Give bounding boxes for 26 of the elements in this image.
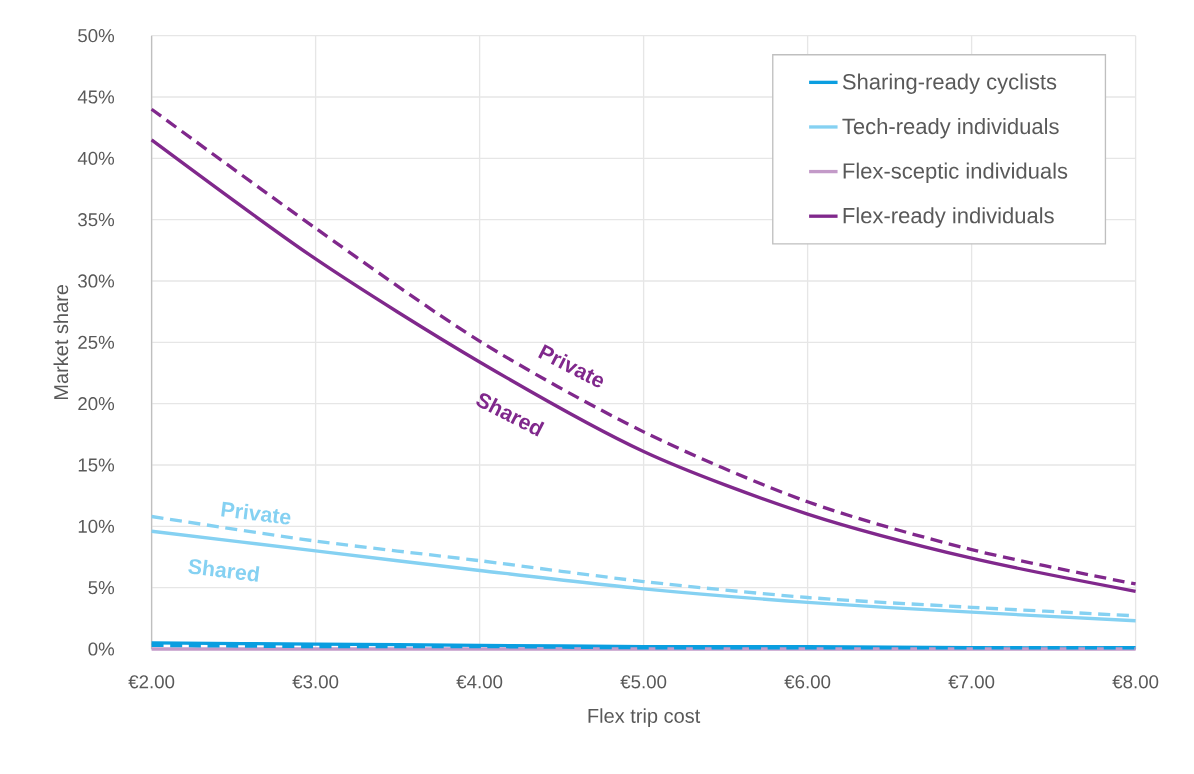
y-tick-label: 15%: [78, 458, 115, 472]
x-tick-label: €7.00: [948, 675, 995, 689]
y-tick-label: 25%: [78, 335, 115, 349]
y-tick-label: 10%: [78, 519, 115, 533]
x-tick-label: €5.00: [620, 675, 667, 689]
legend-label: Tech-ready individuals: [842, 118, 1059, 139]
y-tick-label: 0%: [88, 642, 115, 656]
y-tick-label: 35%: [78, 213, 115, 227]
y-tick-label: 50%: [78, 29, 115, 43]
x-tick-label: €8.00: [1112, 675, 1159, 689]
legend-label: Flex-ready individuals: [843, 207, 1054, 228]
x-tick-label: €6.00: [784, 675, 831, 689]
y-tick-label: 30%: [78, 274, 115, 288]
y-tick-label: 20%: [78, 397, 115, 411]
y-axis-title: Market share: [53, 284, 69, 400]
annotation: Private: [221, 501, 291, 525]
y-tick-label: 45%: [77, 90, 115, 104]
legend-label: Flex-sceptic individuals: [843, 162, 1068, 184]
legend-label: Sharing-ready cyclists: [842, 73, 1057, 94]
x-axis-title: Flex trip cost: [588, 708, 701, 727]
y-tick-label: 5%: [88, 581, 115, 595]
y-tick-label: 40%: [77, 151, 115, 165]
x-tick-label: €3.00: [292, 675, 339, 689]
x-tick-label: €4.00: [456, 675, 503, 689]
x-tick-label: €2.00: [128, 675, 175, 689]
annotation: Shared: [188, 559, 260, 582]
